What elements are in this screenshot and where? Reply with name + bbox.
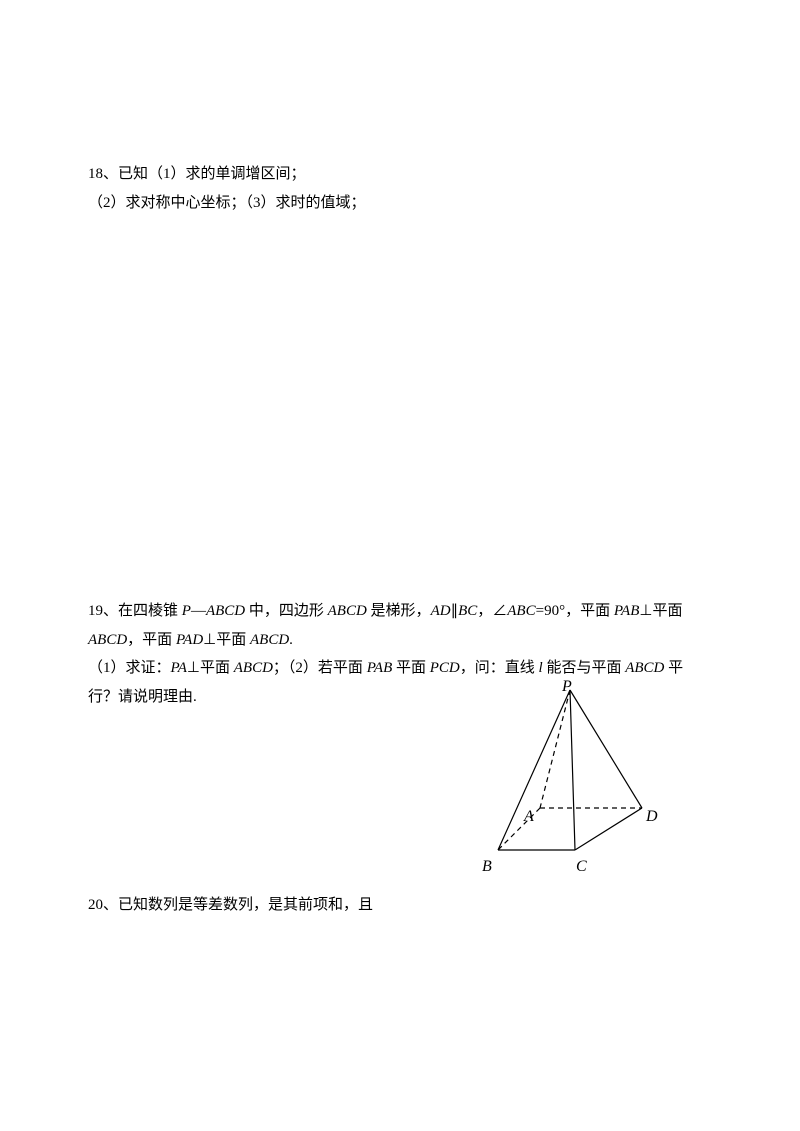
problem-20: 20、已知数列是等差数列，是其前项和，且 — [88, 891, 712, 920]
pyramid-diagram: P A B C D — [450, 680, 670, 870]
vertex-label-c: C — [576, 852, 587, 882]
problem-19-line-2: ABCD，平面 PAD⊥平面 ABCD. — [88, 626, 712, 655]
vertex-label-d: D — [646, 802, 658, 832]
problem-18: 18、已知（1）求的单调增区间； （2）求对称中心坐标；（3）求时的值域； — [88, 160, 712, 217]
pyramid-svg — [450, 680, 670, 870]
problem-20-line-1: 20、已知数列是等差数列，是其前项和，且 — [88, 891, 712, 920]
vertex-label-a: A — [524, 802, 534, 832]
vertex-label-b: B — [482, 852, 492, 882]
problem-18-line-2: （2）求对称中心坐标；（3）求时的值域； — [88, 189, 712, 218]
problem-19-line-1: 19、在四棱锥 P—ABCD 中，四边形 ABCD 是梯形，AD∥BC，∠ABC… — [88, 597, 712, 626]
problem-19-line-3: （1）求证：PA⊥平面 ABCD；（2）若平面 PAB 平面 PCD，问：直线 … — [88, 654, 712, 683]
vertex-label-p: P — [562, 672, 572, 702]
problem-18-line-1: 18、已知（1）求的单调增区间； — [88, 160, 712, 189]
